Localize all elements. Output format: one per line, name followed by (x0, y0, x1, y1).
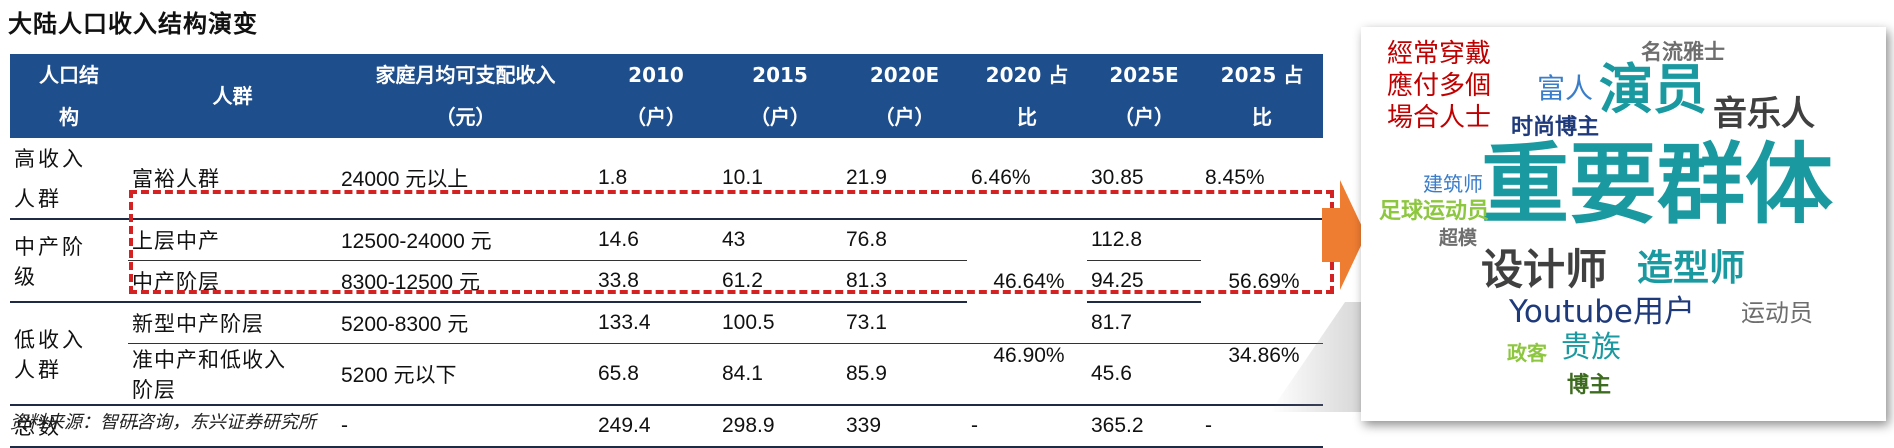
word-cloud-word: 重要群体 (1481, 133, 1834, 236)
share-cell: 8.45% (1205, 166, 1265, 189)
value-cell: 1.8 (598, 166, 628, 189)
word-cloud-word: 應付多個 (1387, 71, 1492, 101)
value-cell: 21.9 (846, 166, 887, 189)
income-cell: 12500-24000 元 (337, 218, 594, 261)
group-cell: 准中产和低收入 阶层 (128, 343, 337, 405)
header-group: 人群 (128, 54, 337, 138)
header-2015: 2015 (718, 54, 842, 96)
header-2020e: 2020E (842, 54, 967, 96)
word-cloud-word: 政客 (1507, 341, 1547, 365)
group-cell: 新型中产阶层 (128, 301, 337, 344)
value-cell: 73.1 (842, 301, 967, 344)
value-cell: 30.85 (1091, 166, 1144, 189)
header-2020-share-2: 比 (967, 96, 1087, 138)
income-cell: - (337, 404, 594, 448)
category-cell: 高收入 (14, 148, 86, 171)
header-population-2: 构 (10, 96, 128, 138)
category-cell: 低收入 人群 (10, 301, 128, 405)
header-2025e: 2025E (1087, 54, 1201, 96)
value-cell: 14.6 (594, 218, 718, 261)
value-cell: 100.5 (718, 301, 842, 344)
page-title: 大陆人口收入结构演变 (8, 10, 258, 38)
word-cloud-word: 經常穿戴 (1387, 39, 1492, 69)
value-cell: 339 (842, 404, 967, 448)
header-income-unit: （元） (337, 96, 594, 138)
value-cell: 81.3 (842, 260, 967, 302)
word-cloud-word: 博主 (1567, 373, 1612, 398)
header-2025e-unit: （户） (1087, 96, 1201, 138)
header-income: 家庭月均可支配收入 (337, 54, 594, 96)
table-row: 中产阶级 上层中产 12500-24000 元 14.6 43 76.8 46.… (10, 218, 1323, 344)
income-structure-table: 人口结 人群 家庭月均可支配收入 2010 2015 2020E 2020 占 … (10, 54, 1323, 448)
income-cell: 8300-12500 元 (337, 260, 594, 302)
arrow-right-icon (1322, 180, 1366, 290)
income-cell: 5200 元以下 (337, 343, 594, 405)
category-cell: 中产阶级 (10, 218, 128, 302)
word-cloud-word: 运动员 (1741, 299, 1813, 327)
table-row: 人群 (10, 178, 1323, 219)
value-cell: 76.8 (842, 218, 967, 261)
value-cell: 65.8 (594, 343, 718, 405)
word-cloud-word: 贵族 (1561, 330, 1621, 365)
value-cell: 85.9 (842, 343, 967, 405)
header-2020-share: 2020 占 (967, 54, 1087, 96)
table-row: 准中产和低收入 阶层 5200 元以下 65.8 84.1 85.9 46.90%… (10, 343, 1323, 405)
table-row: 高收入 富裕人群 24000 元以上 1.8 10.1 21.9 6.46% 3… (10, 138, 1323, 191)
value-cell: 84.1 (718, 343, 842, 405)
value-cell: 61.2 (718, 260, 842, 302)
header-2010-unit: （户） (594, 96, 718, 138)
share-cell: 46.90% (967, 343, 1087, 405)
value-cell: 94.25 (1087, 260, 1201, 302)
value-cell: 133.4 (594, 301, 718, 344)
header-2020e-unit: （户） (842, 96, 967, 138)
header-2010: 2010 (594, 54, 718, 96)
income-cell: 5200-8300 元 (337, 301, 594, 344)
value-cell: 112.8 (1087, 218, 1201, 261)
word-cloud-word: 造型师 (1637, 248, 1746, 289)
value-cell: 10.1 (722, 166, 763, 189)
header-population: 人口结 (10, 54, 128, 96)
value-cell: 43 (718, 218, 842, 261)
word-cloud-word: 足球运动员 (1379, 199, 1490, 224)
value-cell: 365.2 (1087, 404, 1201, 448)
highlight-dashed-box (129, 190, 1334, 294)
category-cell: 人群 (14, 188, 62, 211)
word-cloud-word: 富人 (1537, 72, 1594, 105)
table-row: 低收入 人群 新型中产阶层 5200-8300 元 133.4 100.5 73.… (10, 301, 1323, 405)
income-cell: 24000 元以上 (341, 168, 469, 191)
share-cell: 6.46% (971, 166, 1031, 189)
header-2025-share: 2025 占 (1201, 54, 1323, 96)
word-cloud-word: 場合人士 (1387, 103, 1492, 133)
word-cloud-word: Youtube用户 (1509, 294, 1695, 330)
word-cloud-word: 名流雅士 (1641, 40, 1725, 64)
header-2015-unit: （户） (718, 96, 842, 138)
value-cell: 45.6 (1087, 343, 1201, 405)
word-cloud-word: 音乐人 (1713, 94, 1815, 134)
word-cloud: 經常穿戴 應付多個 場合人士 名流雅士 富人 演员 时尚博主 音乐人 建筑师 重… (1361, 27, 1886, 421)
group-cell: 中产阶层 (128, 260, 337, 302)
value-cell: 249.4 (594, 404, 718, 448)
word-cloud-word: 超模 (1439, 227, 1478, 249)
group-cell: 富裕人群 (132, 168, 220, 191)
word-cloud-word: 演员 (1599, 58, 1707, 121)
source-note: 资料来源：智研咨询，东兴证券研究所 (10, 412, 316, 433)
group-cell: 上层中产 (128, 218, 337, 261)
header-2025-share-2: 比 (1201, 96, 1323, 138)
share-cell: - (967, 404, 1087, 448)
word-cloud-word: 建筑师 (1423, 172, 1483, 196)
table-header: 人口结 人群 家庭月均可支配收入 2010 2015 2020E 2020 占 … (10, 54, 1323, 138)
table-row: 中产阶层 8300-12500 元 33.8 61.2 81.3 94.25 (10, 260, 1323, 302)
value-cell: 81.7 (1087, 301, 1201, 344)
word-cloud-word: 时尚博主 (1511, 115, 1600, 140)
share-cell: 46.64% (967, 218, 1087, 344)
share-cell: 56.69% (1201, 218, 1323, 344)
value-cell: 33.8 (594, 260, 718, 302)
value-cell: 298.9 (718, 404, 842, 448)
word-cloud-word: 设计师 (1481, 245, 1608, 294)
